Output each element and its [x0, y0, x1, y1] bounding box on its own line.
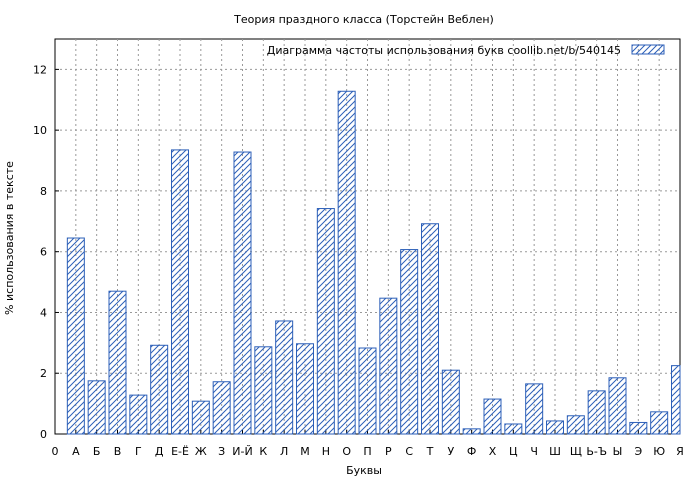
x-tick-label: И-Й: [232, 445, 252, 458]
bar-З: [212, 381, 231, 435]
grid: [55, 39, 680, 434]
x-tick-label: Т: [426, 445, 434, 458]
bar-К: [254, 346, 273, 435]
x-tick-label: О: [342, 445, 351, 458]
bar-Ж: [191, 400, 210, 435]
x-tick-label: Ь-Ъ: [586, 445, 607, 458]
x-tick-label: У: [447, 445, 454, 458]
x-tick-label: Н: [322, 445, 330, 458]
bar-С: [400, 249, 419, 435]
bar-Щ: [566, 415, 585, 435]
bar-Е-Ё: [171, 149, 189, 435]
x-tick-label: Д: [155, 445, 164, 458]
x-tick-label: Ф: [467, 445, 476, 458]
y-tick-label: 8: [40, 185, 47, 198]
bar-Б: [87, 380, 106, 435]
bar-Т: [421, 223, 439, 435]
x-tick-label: Е-Ё: [171, 445, 189, 458]
x-tick-label: Ц: [509, 445, 518, 458]
y-tick-label: 2: [40, 367, 47, 380]
y-axis-label: % использования в тексте: [3, 161, 16, 315]
x-tick-label: Г: [135, 445, 142, 458]
x-tick-label: Ч: [530, 445, 538, 458]
x-tick-label: Ш: [549, 445, 561, 458]
bar-В: [108, 290, 127, 435]
x-tick-label: Я: [676, 445, 684, 458]
x-tick-label: Л: [280, 445, 288, 458]
x-tick-label: Э: [634, 445, 642, 458]
x-tick-label: В: [114, 445, 122, 458]
x-axis: 0 А Б В Г Д Е-Ё Ж З И-Й К Л М Н О П Р С Т У Ф Х Ц Ч Ш Щ Ь-Ъ Ы Э Ю Я: [52, 430, 684, 458]
x-tick-label: М: [300, 445, 310, 458]
bar-О: [337, 90, 356, 435]
legend-swatch: [631, 44, 665, 55]
bar-У: [441, 369, 460, 435]
x-tick-label: С: [405, 445, 413, 458]
bar-П: [358, 347, 377, 435]
x-tick-label: Ю: [653, 445, 665, 458]
bar-Я: [671, 365, 681, 435]
bar-series: [66, 90, 681, 435]
x-tick-label: П: [363, 445, 371, 458]
bar-Э: [629, 421, 648, 435]
bar-А: [66, 237, 85, 435]
bar-Ц: [504, 423, 523, 435]
bar-Д: [150, 344, 169, 435]
x-tick-label: Ж: [195, 445, 207, 458]
x-tick-label: Х: [489, 445, 497, 458]
legend-label: Диаграмма частоты использования букв coo…: [267, 44, 621, 57]
y-tick-label: 10: [33, 124, 47, 137]
x-axis-label: Буквы: [346, 464, 382, 477]
bar-Ь-Ъ: [587, 390, 606, 435]
x-tick-label: Щ: [570, 445, 582, 458]
bar-М: [296, 343, 314, 435]
bar-Н: [316, 208, 335, 435]
bar-Ш: [546, 420, 564, 435]
y-tick-label: 12: [33, 63, 47, 76]
x-tick-label: З: [218, 445, 225, 458]
legend: Диаграмма частоты использования букв coo…: [267, 44, 665, 57]
bar-Г: [129, 394, 148, 435]
bar-Р: [379, 297, 398, 435]
x-tick-label: 0: [52, 445, 59, 458]
x-tick-label: А: [72, 445, 80, 458]
x-tick-label: Р: [385, 445, 392, 458]
bar-И-Й: [233, 151, 252, 435]
bar-Л: [275, 320, 294, 435]
bar-Ю: [650, 411, 669, 435]
bar-Ы: [608, 377, 627, 435]
bar-Ф: [462, 428, 481, 435]
y-tick-label: 6: [40, 246, 47, 259]
y-tick-label: 4: [40, 306, 47, 319]
y-tick-label: 0: [40, 428, 47, 441]
y-axis: 0 2 4 6 8 10 12: [33, 63, 59, 441]
bar-Х: [483, 398, 502, 435]
x-tick-label: К: [259, 445, 267, 458]
bar-Ч: [525, 383, 544, 435]
x-tick-label: Ы: [613, 445, 623, 458]
x-tick-label: Б: [93, 445, 101, 458]
chart-title: Теория праздного класса (Торстейн Веблен…: [233, 13, 494, 26]
